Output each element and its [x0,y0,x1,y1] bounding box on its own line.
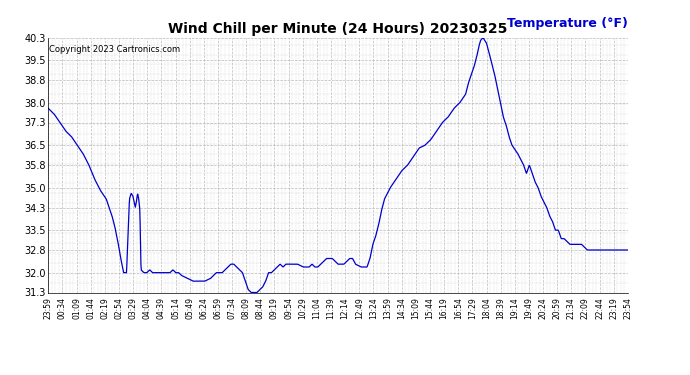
Title: Wind Chill per Minute (24 Hours) 20230325: Wind Chill per Minute (24 Hours) 2023032… [168,22,508,36]
Text: Copyright 2023 Cartronics.com: Copyright 2023 Cartronics.com [50,45,181,54]
Text: Temperature (°F): Temperature (°F) [507,17,628,30]
